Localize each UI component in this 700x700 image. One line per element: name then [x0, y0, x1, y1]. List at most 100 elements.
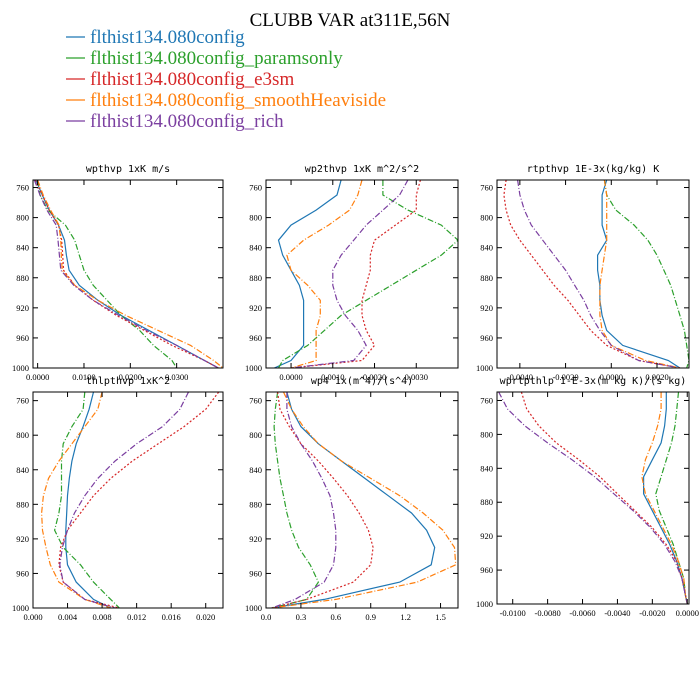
x-tick-label: 0.0000 [676, 608, 699, 618]
y-tick-label: 800 [480, 429, 493, 439]
series-line [40, 392, 111, 608]
y-tick-label: 960 [480, 333, 493, 343]
x-tick-label: 0.6 [331, 612, 342, 622]
y-tick-label: 880 [249, 273, 262, 283]
y-tick-label: 800 [16, 430, 29, 440]
y-tick-label: 840 [16, 465, 29, 475]
y-tick-label: 800 [16, 213, 29, 223]
x-tick-label: 0.0000 [26, 372, 49, 382]
series-line [53, 392, 120, 608]
y-tick-label: 920 [480, 303, 493, 313]
x-tick-label: 0.008 [93, 612, 112, 622]
series-line [271, 392, 457, 608]
y-tick-label: 1000 [245, 363, 262, 373]
x-tick-label: 0.3 [296, 612, 307, 622]
x-tick-label: 0.9 [365, 612, 376, 622]
legend-label: flthist134.080config_rich [90, 111, 284, 132]
series-group [40, 392, 220, 608]
panel-title: rtpthvp 1E-3x(kg/kg) K [527, 164, 659, 175]
series-line [271, 392, 337, 608]
y-tick-label: 880 [16, 499, 29, 509]
x-tick-label: -0.0040 [604, 608, 630, 618]
legend-label: flthist134.080config [90, 27, 245, 48]
panel-title: wp4 1x(m^4)/(s^4) [311, 376, 413, 387]
series-line [274, 180, 342, 368]
legend-label: flthist134.080config_paramsonly [90, 48, 343, 69]
series-line [35, 180, 219, 368]
x-tick-label: 0.0010 [321, 372, 344, 382]
y-tick-label: 960 [480, 565, 493, 575]
legend-label: flthist134.080config_e3sm [90, 69, 294, 90]
series-group [274, 180, 458, 368]
legend-label: flthist134.080config_smoothHeaviside [90, 90, 386, 111]
x-tick-label: 0.0000 [279, 372, 302, 382]
y-tick-label: 840 [480, 463, 493, 473]
panel: wpthvp 1xK m/s 760 800 840 880 920 960 10000.00… [12, 164, 224, 382]
series-group [498, 392, 688, 604]
series-group [33, 180, 223, 368]
series-line [290, 180, 409, 368]
y-tick-label: 800 [249, 430, 262, 440]
y-tick-label: 1000 [12, 603, 29, 613]
y-tick-label: 880 [249, 499, 262, 509]
series-line [520, 392, 688, 604]
panel: thlpthvp 1xK^276080084088092096010000.00… [12, 376, 224, 622]
x-tick-label: 0.0020 [363, 372, 386, 382]
y-tick-label: 760 [480, 395, 493, 405]
y-tick-label: 960 [249, 333, 262, 343]
series-group [503, 180, 689, 368]
series-line [271, 392, 320, 608]
y-tick-label: 880 [16, 273, 29, 283]
x-tick-label: 0.0100 [72, 372, 95, 382]
series-line [277, 180, 458, 368]
panel: wprtpthlp 1-E-3x(m kg K)/(s kg) 760 800 840… [476, 376, 699, 618]
panel-title: wp2thvp 1xK m^2/s^2 [305, 164, 419, 175]
series-line [599, 180, 681, 368]
series-line [59, 392, 190, 608]
series-line [37, 180, 178, 368]
x-tick-label: 0.020 [196, 612, 215, 622]
y-tick-label: 920 [480, 531, 493, 541]
series-line [517, 180, 681, 368]
series-line [503, 180, 681, 368]
x-tick-label: 0.0300 [165, 372, 188, 382]
y-tick-label: 960 [16, 568, 29, 578]
series-line [603, 180, 689, 368]
x-tick-label: -0.0020 [639, 608, 665, 618]
series-line [286, 180, 363, 368]
panel-frame [265, 391, 459, 609]
x-tick-label: 0.0 [261, 612, 272, 622]
y-tick-label: 880 [480, 497, 493, 507]
y-tick-label: 1000 [476, 363, 493, 373]
panel-title: wprtpthlp 1-E-3x(m kg K)/(s kg) [500, 376, 687, 387]
y-tick-label: 760 [249, 183, 262, 193]
series-line [33, 180, 219, 368]
y-tick-label: 840 [249, 243, 262, 253]
x-tick-label: 0.0020 [645, 372, 668, 382]
panel-frame [32, 179, 224, 369]
y-tick-label: 760 [16, 183, 29, 193]
y-tick-label: 800 [480, 213, 493, 223]
series-line [498, 392, 688, 604]
y-tick-label: 800 [249, 213, 262, 223]
y-tick-label: 760 [249, 396, 262, 406]
legend: flthist134.080configflthist134.080config… [66, 27, 386, 132]
y-tick-label: 760 [16, 396, 29, 406]
series-group [271, 392, 457, 608]
y-tick-label: 840 [16, 243, 29, 253]
panel-frame [496, 391, 690, 605]
x-tick-label: 0.0000 [600, 372, 623, 382]
y-tick-label: 920 [16, 303, 29, 313]
series-line [271, 392, 374, 608]
y-tick-label: 920 [16, 534, 29, 544]
x-tick-label: 1.5 [435, 612, 446, 622]
series-line [58, 392, 220, 608]
x-tick-label: 0.004 [58, 612, 78, 622]
series-line [642, 392, 688, 604]
y-tick-label: 960 [249, 568, 262, 578]
x-tick-label: 0.000 [23, 612, 42, 622]
series-line [34, 180, 219, 368]
y-tick-label: 920 [249, 303, 262, 313]
x-tick-label: -0.0020 [552, 372, 578, 382]
